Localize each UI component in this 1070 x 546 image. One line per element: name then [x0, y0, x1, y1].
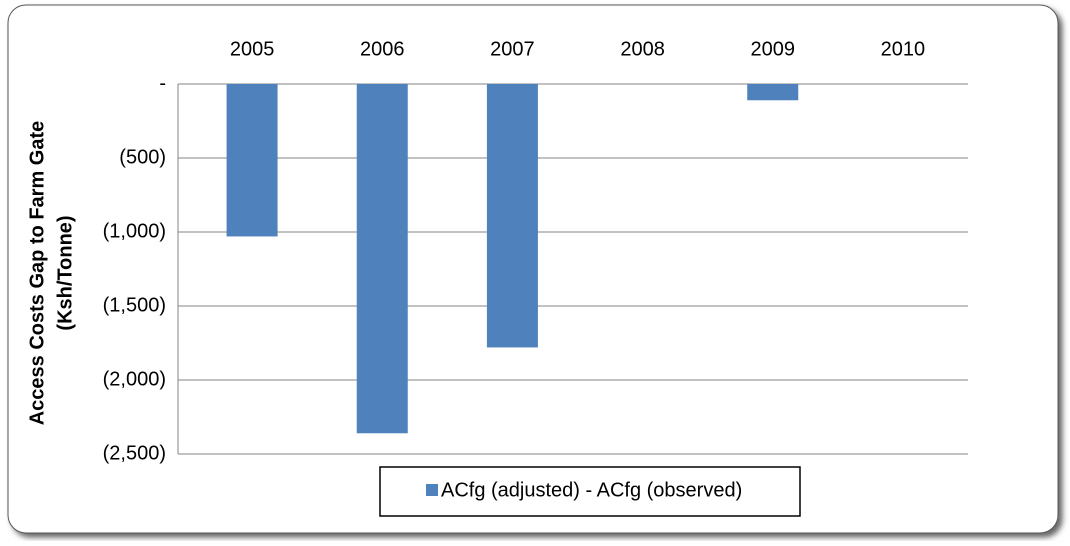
y-axis-label: (Ksh/Tonne)	[54, 215, 76, 330]
x-tick-label: 2009	[751, 38, 796, 60]
y-axis-label: Access Costs Gap to Farm Gate	[26, 121, 48, 426]
x-tick-label: 2006	[360, 38, 405, 60]
legend-box	[379, 466, 801, 517]
bar	[747, 84, 799, 101]
x-tick-label: 2005	[230, 38, 275, 60]
x-tick-label: 2010	[881, 38, 926, 60]
x-tick-label: 2007	[490, 38, 535, 60]
y-tick-label: (500)	[119, 146, 166, 168]
bar	[356, 84, 408, 434]
y-tick-label: (2,000)	[103, 368, 166, 390]
y-tick-label: (2,500)	[103, 442, 166, 464]
y-tick-label: (1,500)	[103, 294, 166, 316]
legend-label: ACfg (adjusted) - ACfg (observed)	[441, 479, 742, 501]
legend-swatch	[426, 484, 438, 496]
x-tick-label: 2008	[620, 38, 665, 60]
y-tick-label: -	[159, 72, 166, 94]
bar	[486, 84, 538, 348]
y-tick-label: (1,000)	[103, 220, 166, 242]
bar	[226, 84, 278, 237]
